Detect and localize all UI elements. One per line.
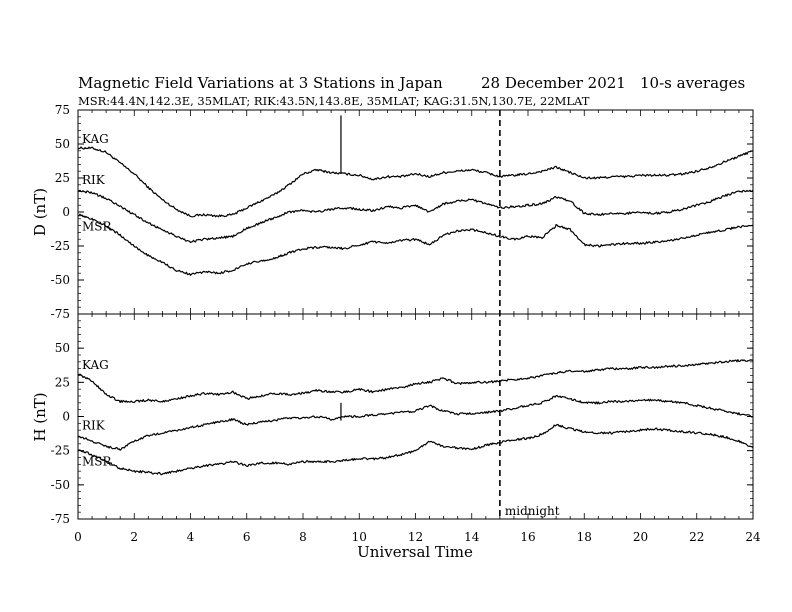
x-tick-label: 0 xyxy=(74,530,82,544)
chart-averaging: 10-s averages xyxy=(640,74,745,92)
series-label-kag: KAG xyxy=(82,132,109,146)
y-tick-label: 0 xyxy=(62,410,70,424)
y-axis-title-h: H (nT) xyxy=(31,392,49,441)
series-line-kag xyxy=(77,146,754,218)
x-tick-label: 4 xyxy=(187,530,195,544)
x-tick-label: 24 xyxy=(745,530,761,544)
y-axis-title-d: D (nT) xyxy=(31,188,49,236)
y-tick-label: 25 xyxy=(55,375,70,389)
series-label-kag: KAG xyxy=(82,358,109,372)
x-tick-label: 16 xyxy=(520,530,535,544)
series-line-msr xyxy=(77,423,754,476)
y-tick-label: 25 xyxy=(55,171,70,185)
y-tick-label: -25 xyxy=(51,239,70,253)
x-axis-title: Universal Time xyxy=(357,543,473,561)
series-label-msr: MSR xyxy=(82,220,113,234)
x-tick-label: 2 xyxy=(130,530,138,544)
panel-frame xyxy=(77,313,754,520)
x-tick-label: 12 xyxy=(408,530,423,544)
x-tick-label: 22 xyxy=(689,530,704,544)
series-line-rik xyxy=(77,394,754,451)
y-tick-label: 50 xyxy=(55,137,70,151)
chart-date: 28 December 2021 xyxy=(481,74,626,92)
x-tick-label: 6 xyxy=(243,530,251,544)
panel-frame xyxy=(77,109,754,315)
midnight-label: midnight xyxy=(505,504,560,518)
series-line-msr xyxy=(78,213,754,276)
series-label-rik: RIK xyxy=(82,419,106,433)
y-tick-label: -75 xyxy=(51,512,70,526)
chart-title: Magnetic Field Variations at 3 Stations … xyxy=(78,74,443,92)
x-tick-label: 8 xyxy=(299,530,307,544)
y-tick-label: -75 xyxy=(51,307,70,321)
panel-d-component: 75 50 25 0 -25 -50 -75 KAG RIK MSR xyxy=(51,103,754,321)
x-tick-label: 14 xyxy=(464,530,480,544)
y-tick-label: 50 xyxy=(55,341,70,355)
x-tick-label: 10 xyxy=(352,530,367,544)
y-tick-label: -50 xyxy=(51,478,70,492)
series-label-rik: RIK xyxy=(82,173,106,187)
y-tick-label: -25 xyxy=(51,444,70,458)
stations-info: MSR:44.4N,142.3E, 35MLAT; RIK:43.5N,143.… xyxy=(78,94,590,108)
series-label-msr: MSR xyxy=(82,454,113,468)
x-tick-label: 20 xyxy=(633,530,648,544)
panel-h-component: 50 25 0 -25 -50 -75 KAG RIK MSR xyxy=(51,313,754,526)
series-line-kag xyxy=(77,359,754,404)
series-line-rik xyxy=(77,189,754,244)
x-tick-label: 18 xyxy=(577,530,592,544)
y-tick-label: 0 xyxy=(62,205,70,219)
y-tick-label: -50 xyxy=(51,273,70,287)
y-tick-label: 75 xyxy=(55,103,70,117)
